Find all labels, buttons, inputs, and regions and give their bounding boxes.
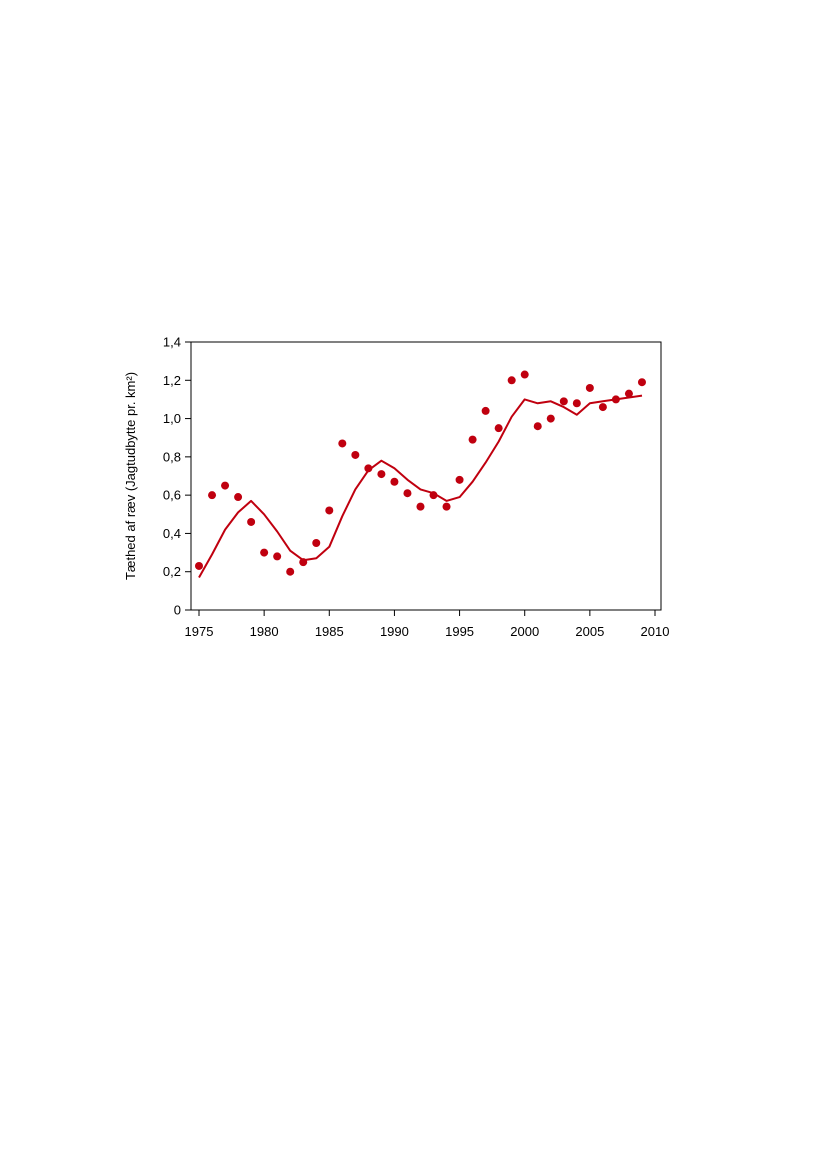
data-point (520, 370, 529, 379)
y-axis-ticks: 0 0,2 0,4 0,6 0,8 1,0 1,2 1,4 (163, 335, 191, 618)
data-point (286, 567, 295, 576)
data-point (468, 435, 477, 444)
fitted-line (198, 394, 643, 578)
data-point (637, 378, 646, 387)
data-point (208, 491, 217, 500)
data-point (559, 397, 568, 406)
data-point (533, 422, 542, 431)
data-point (598, 403, 607, 412)
x-tick-label: 2010 (641, 624, 670, 639)
data-point (195, 561, 203, 570)
data-point (260, 548, 269, 557)
data-point (442, 502, 451, 511)
data-point (234, 493, 243, 502)
data-point (247, 517, 256, 526)
y-tick-label: 1,0 (163, 411, 181, 426)
data-point (299, 558, 308, 567)
data-point (377, 470, 386, 479)
data-point (416, 502, 425, 511)
data-point (546, 414, 555, 423)
plot-frame (190, 341, 662, 611)
data-point (507, 376, 516, 385)
data-point (585, 383, 594, 392)
data-point (481, 406, 490, 415)
data-point (611, 395, 620, 404)
y-tick-label: 0,8 (163, 449, 181, 464)
x-tick-label: 1980 (250, 624, 279, 639)
data-point (494, 424, 503, 433)
x-tick-label: 2000 (510, 624, 539, 639)
data-point (351, 450, 360, 459)
data-point (455, 475, 464, 484)
y-tick-label: 1,2 (163, 373, 181, 388)
data-point (221, 481, 230, 490)
y-tick-label: 0 (174, 603, 181, 618)
x-tick-label: 1975 (185, 624, 214, 639)
fitted-line-path (198, 394, 643, 578)
y-axis-label: Tæthed af ræv (Jagtudbytte pr. km²) (123, 372, 138, 580)
observed-points (195, 370, 646, 576)
data-point (273, 552, 282, 561)
data-point (429, 491, 438, 500)
y-tick-label: 0,4 (163, 526, 181, 541)
x-tick-label: 1990 (380, 624, 409, 639)
x-axis-ticks: 1975 1980 1985 1990 1995 2000 2005 2010 (185, 610, 670, 639)
x-tick-label: 2005 (575, 624, 604, 639)
data-point (364, 464, 373, 473)
data-point (624, 389, 633, 398)
data-point (572, 399, 581, 408)
y-tick-label: 0,2 (163, 564, 181, 579)
x-tick-label: 1995 (445, 624, 474, 639)
data-point (338, 439, 347, 448)
y-tick-label: 1,4 (163, 335, 181, 350)
y-tick-label: 0,6 (163, 488, 181, 503)
data-point (403, 489, 412, 498)
data-point (390, 477, 399, 486)
x-tick-label: 1985 (315, 624, 344, 639)
data-point (325, 506, 334, 515)
data-point (312, 539, 321, 547)
